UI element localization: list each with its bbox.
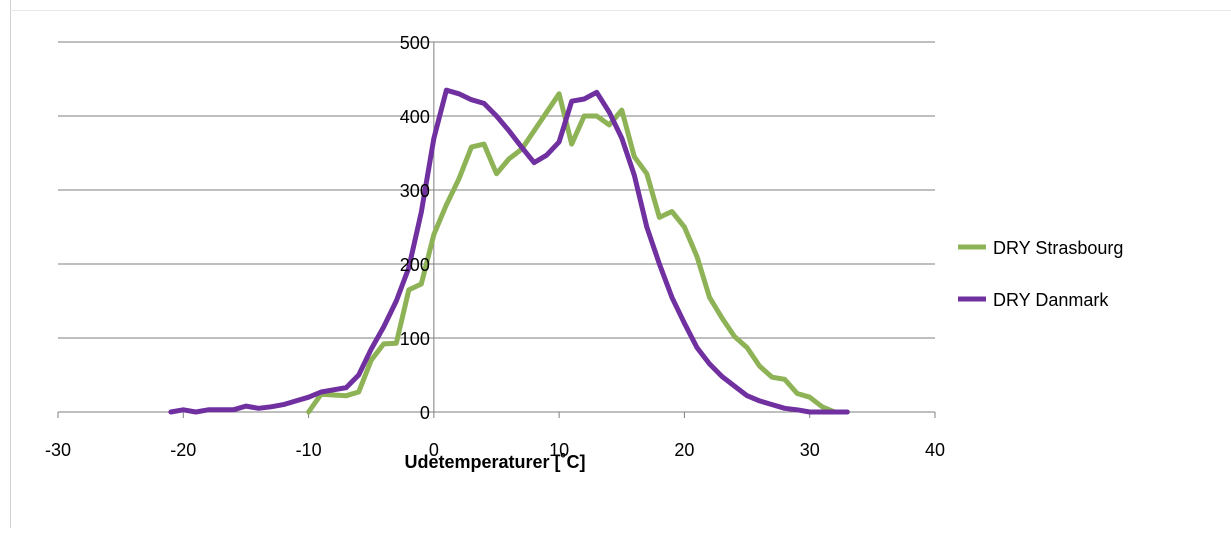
x-tick-label: 40 [925,440,945,460]
x-tick-label: -20 [170,440,196,460]
y-tick-label: 100 [400,329,430,349]
y-tick-label: 200 [400,255,430,275]
series-lines [168,87,850,415]
x-tick-label: 30 [800,440,820,460]
legend: DRY Strasbourg DRY Danmark [958,238,1123,310]
y-tick-label: 500 [400,33,430,53]
x-tick-label: 0 [429,440,439,460]
x-tick-label: -10 [296,440,322,460]
y-tick-label: 0 [420,403,430,423]
x-tick-label: 20 [674,440,694,460]
x-tick-label: -30 [45,440,71,460]
y-tick-label: 300 [400,181,430,201]
y-tick-label: 400 [400,107,430,127]
legend-label-2: DRY Danmark [993,290,1109,310]
x-axis-title: Udetemperaturer [˚C] [404,452,585,472]
legend-label-1: DRY Strasbourg [993,238,1123,258]
gridlines [58,41,935,339]
axes [57,41,936,418]
x-tick-label: 10 [549,440,569,460]
series-line-1 [306,91,850,415]
series-line-2 [168,87,850,415]
